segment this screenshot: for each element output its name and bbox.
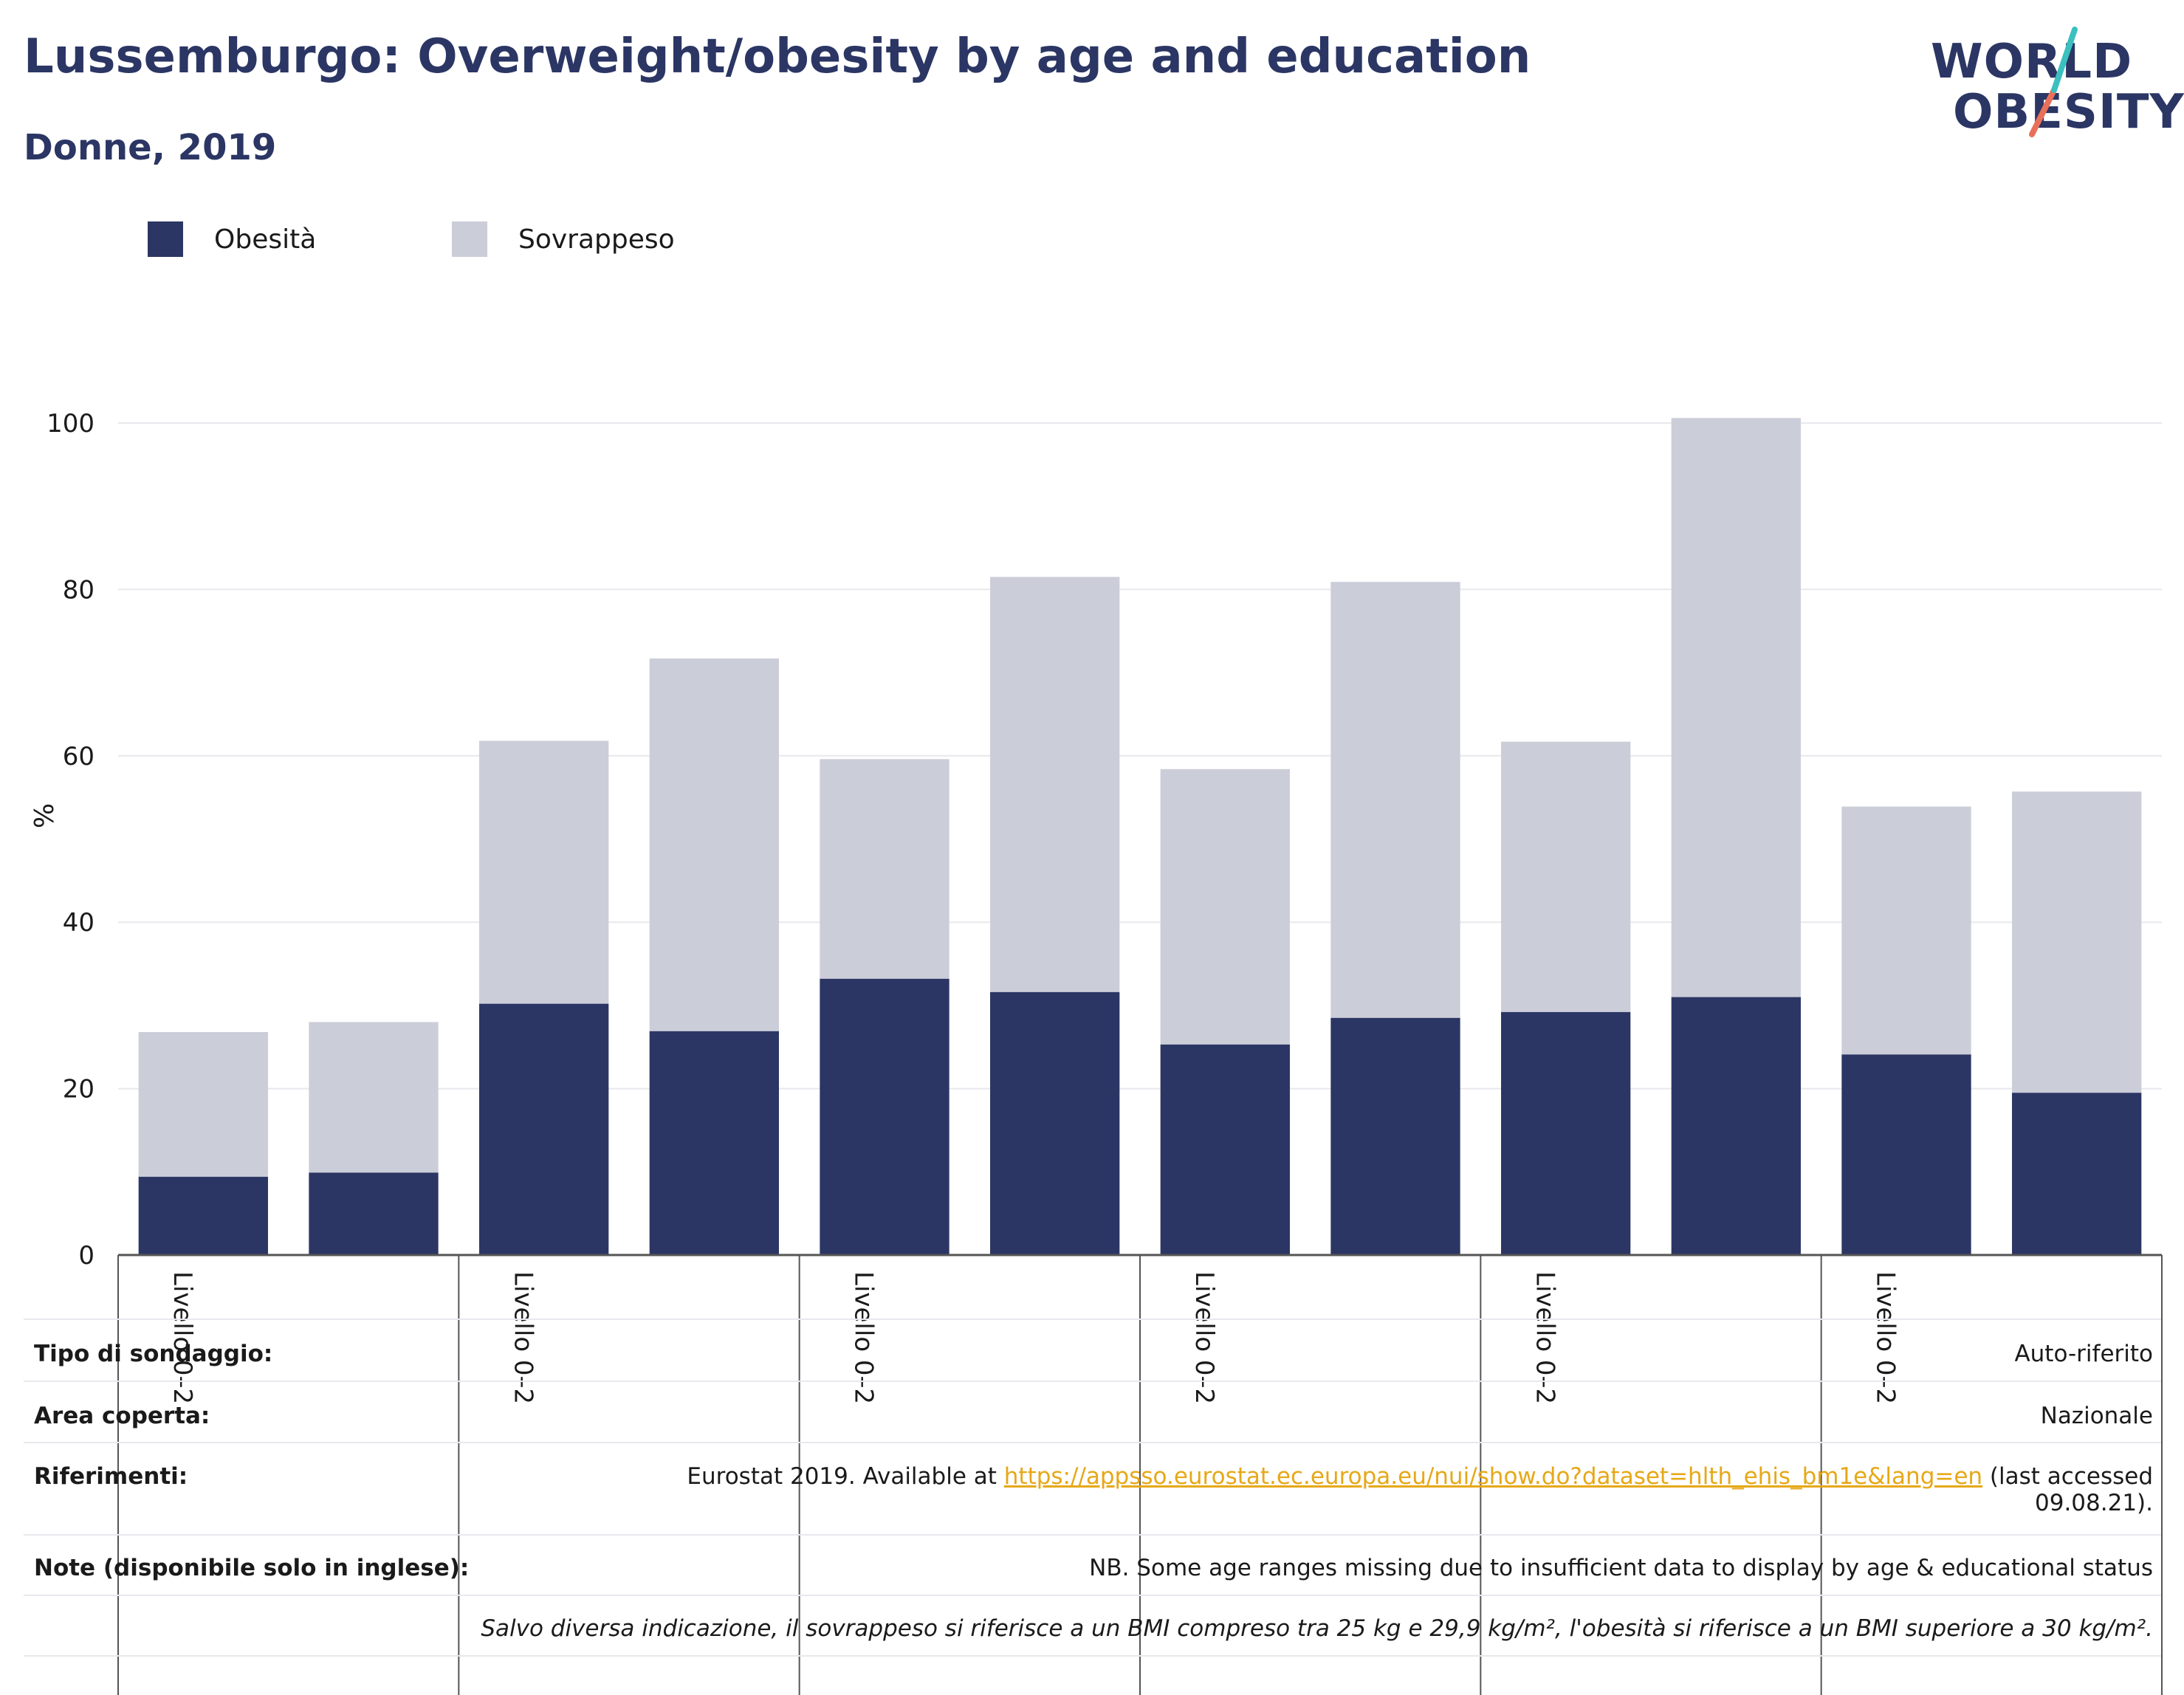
legend-item-obesity: Obesità (148, 221, 316, 257)
references-suffix: (last accessed (1989, 1463, 2153, 1490)
y-tick-label: 40 (63, 908, 95, 938)
footnote: Salvo diversa indicazione, il sovrappeso… (481, 1615, 2153, 1642)
y-tick-label: 20 (63, 1075, 95, 1104)
chart-title: Lussemburgo: Overweight/obesity by age a… (24, 30, 1531, 84)
y-tick-label: 80 (63, 575, 95, 605)
x-group-label: Livello 0–2 (849, 1271, 879, 1404)
world-obesity-logo: WORLD OBESITY (1920, 22, 2184, 155)
x-group-label: Livello 0–2 (1530, 1271, 1559, 1404)
bar-overweight (2012, 791, 2142, 1093)
bar-obesity (990, 991, 1120, 1255)
survey-value: Auto-riferito (2014, 1341, 2153, 1367)
survey-key: Tipo di sondaggio: (34, 1341, 273, 1367)
references-prefix: Eurostat 2019. Available at (687, 1463, 997, 1490)
bar-obesity (1330, 1017, 1460, 1255)
notes-key: Note (disponibile solo in inglese): (34, 1555, 470, 1581)
legend-item-overweight: Sovrappeso (452, 221, 675, 257)
bar-obesity (649, 1031, 779, 1255)
bar-overweight (1841, 806, 1971, 1055)
bar-obesity (1671, 997, 1801, 1255)
bar-overweight (990, 577, 1120, 992)
table-rule (24, 1442, 2161, 1443)
legend-label-obesity: Obesità (214, 224, 317, 255)
references-date: 09.08.21). (2035, 1490, 2153, 1516)
bar-overweight (820, 759, 950, 979)
bar-obesity (1160, 1044, 1290, 1255)
x-group-label: Livello 0–2 (508, 1271, 538, 1404)
references-link[interactable]: https://appsso.eurostat.ec.europa.eu/nui… (1003, 1463, 1983, 1490)
bar-obesity (820, 978, 950, 1255)
x-group-label: Livello 0–2 (168, 1271, 197, 1404)
table-rule (24, 1381, 2161, 1382)
area-value: Nazionale (2040, 1403, 2153, 1429)
table-rule (24, 1318, 2161, 1320)
bar-obesity (1841, 1054, 1971, 1255)
references-key: Riferimenti: (34, 1463, 188, 1490)
notes-value: NB. Some age ranges missing due to insuf… (1089, 1555, 2153, 1581)
bar-overweight (649, 658, 779, 1031)
area-key: Area coperta: (34, 1403, 210, 1429)
bar-obesity (2012, 1093, 2142, 1255)
legend-swatch-overweight (452, 221, 487, 257)
bar-obesity (1501, 1011, 1631, 1255)
x-group-label: Livello 0–2 (1189, 1271, 1219, 1404)
y-tick-label: 100 (47, 409, 95, 439)
bar-overweight (1501, 741, 1631, 1012)
y-tick-label: 60 (63, 742, 95, 771)
bar-overweight (1330, 582, 1460, 1018)
y-tick-label: 0 (78, 1241, 95, 1271)
bar-overweight (138, 1031, 268, 1177)
bar-overweight (1160, 769, 1290, 1045)
legend-label-overweight: Sovrappeso (518, 224, 675, 255)
table-rule (24, 1534, 2161, 1536)
logo-slash-icon (2029, 27, 2078, 137)
bar-obesity (138, 1177, 268, 1255)
references-value: Eurostat 2019. Available at https://apps… (687, 1463, 2153, 1516)
bar-overweight (1671, 418, 1801, 997)
y-axis-label: % (30, 803, 60, 828)
bar-overweight (309, 1022, 439, 1173)
chart-subtitle: Donne, 2019 (24, 127, 277, 168)
x-group-label: Livello 0–2 (1871, 1271, 1900, 1404)
bar-overweight (479, 740, 609, 1004)
table-rule (24, 1595, 2161, 1596)
bar-obesity (309, 1172, 439, 1255)
logo-line-2: OBESITY (1953, 85, 2184, 140)
legend-swatch-obesity (148, 221, 183, 257)
table-rule (24, 1655, 2161, 1657)
logo-line-1: WORLD (1931, 35, 2133, 89)
bar-obesity (479, 1003, 609, 1255)
